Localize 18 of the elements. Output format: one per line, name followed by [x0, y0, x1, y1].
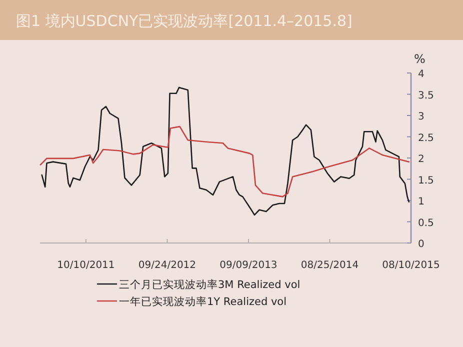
y-tick-label: 3.5	[418, 90, 434, 102]
x-tick-label: 10/10/2011	[57, 260, 115, 271]
y-tick-label: 0.5	[418, 218, 434, 229]
x-tick-label: 09/09/2013	[220, 260, 278, 271]
y-tick-label: 0	[418, 239, 424, 250]
y-tick-label: 1	[418, 196, 424, 208]
y-tick-label: 2.5	[418, 132, 434, 144]
x-tick-label: 08/10/2015	[382, 260, 440, 271]
legend-label: 三个月已实现波动率3M Realized vol	[119, 278, 300, 291]
y-axis-title: %	[414, 52, 426, 66]
y-tick-label: 1.5	[418, 175, 434, 186]
y-tick-label: 2	[418, 154, 424, 165]
legend-label: 一年已实现波动率1Y Realized vol	[119, 295, 287, 308]
y-tick-label: 3	[418, 112, 424, 122]
chart-title: 图1 境内USDCNY已实现波动率[2011.4–2015.8]	[16, 12, 352, 30]
x-tick-label: 09/24/2012	[138, 260, 196, 271]
x-tick-label: 08/25/2014	[300, 260, 359, 271]
y-tick-label: 4	[418, 69, 424, 80]
